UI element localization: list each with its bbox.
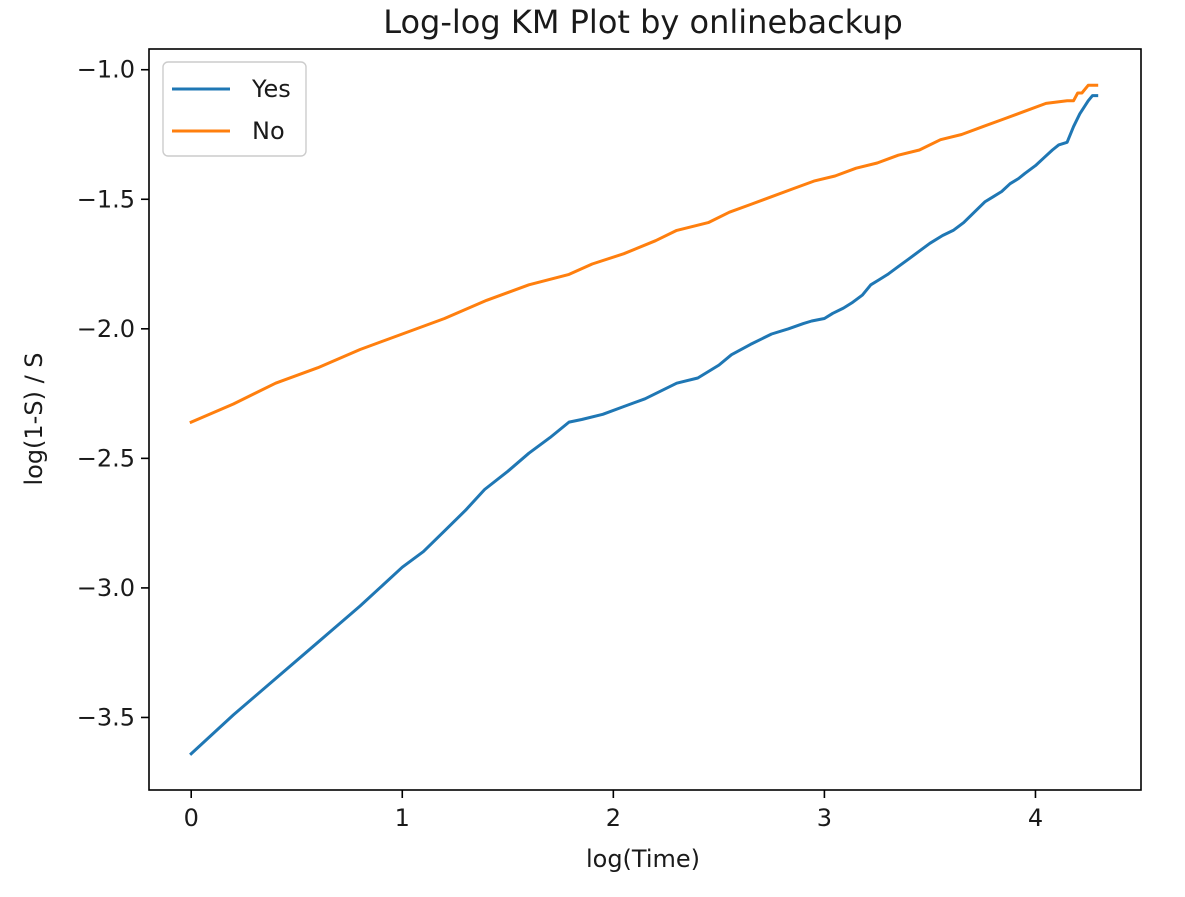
y-tick-label: −2.0 (77, 315, 135, 343)
legend-label-yes: Yes (251, 75, 291, 103)
series-line-no (189, 83, 1099, 425)
series-layer (189, 83, 1099, 756)
series-line-yes (189, 94, 1099, 756)
chart-title: Log-log KM Plot by onlinebackup (383, 3, 903, 41)
x-tick-label: 4 (1028, 804, 1043, 832)
y-tick-label: −3.5 (77, 703, 135, 731)
x-axis-label: log(Time) (586, 845, 700, 873)
x-tick-label: 0 (184, 804, 199, 832)
x-axis-ticks: 0 1 2 3 4 (184, 790, 1043, 832)
legend-label-no: No (252, 117, 285, 145)
y-axis-label: log(1-S) / S (20, 352, 48, 485)
x-tick-label: 1 (395, 804, 410, 832)
y-tick-label: −3.0 (77, 574, 135, 602)
x-tick-label: 2 (606, 804, 621, 832)
y-tick-label: −1.0 (77, 56, 135, 84)
legend: Yes No (162, 61, 307, 157)
plot-area-frame (148, 48, 1142, 791)
y-tick-label: −2.5 (77, 444, 135, 472)
y-tick-label: −1.5 (77, 185, 135, 213)
x-tick-label: 3 (817, 804, 832, 832)
y-axis-ticks: −3.5 −3.0 −2.5 −2.0 −1.5 −1.0 (77, 56, 149, 731)
